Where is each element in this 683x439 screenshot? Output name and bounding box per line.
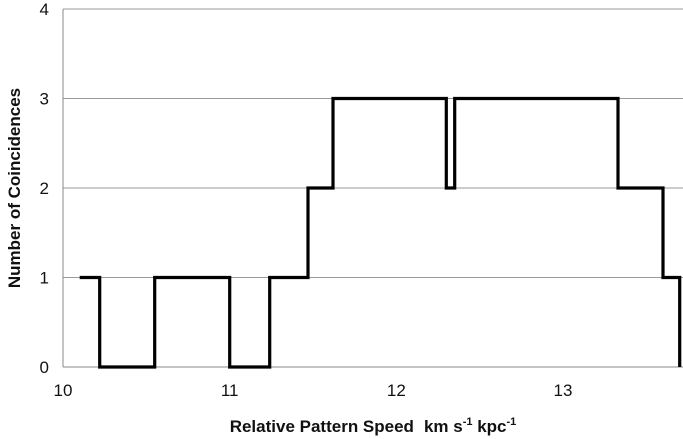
coincidence-step-line bbox=[79, 96, 682, 369]
x-axis-title-main: Relative Pattern Speed bbox=[230, 417, 414, 436]
x-axis-title: Relative Pattern Speed km s-1 kpc-1 bbox=[230, 416, 517, 436]
x-tick-label-12: 12 bbox=[387, 381, 406, 400]
x-axis-unit-1-sup: -1 bbox=[463, 416, 473, 428]
x-tick-label-11: 11 bbox=[221, 381, 239, 400]
x-axis-unit-1-base: km s bbox=[424, 417, 463, 436]
x-tick-labels: 10 11 12 13 bbox=[54, 381, 573, 400]
y-tick-label-1: 1 bbox=[40, 269, 49, 288]
y-axis-title: Number of Coincidences bbox=[5, 88, 24, 288]
y-tick-labels: 0 1 2 3 4 bbox=[40, 0, 49, 377]
y-tick-label-0: 0 bbox=[40, 358, 49, 377]
x-tick-label-10: 10 bbox=[54, 381, 73, 400]
x-tick-label-13: 13 bbox=[554, 381, 573, 400]
y-tick-label-2: 2 bbox=[40, 179, 49, 198]
y-tick-label-4: 4 bbox=[40, 0, 49, 19]
x-axis-unit-2-base: kpc bbox=[472, 417, 506, 436]
y-tick-label-3: 3 bbox=[40, 90, 49, 109]
gridlines bbox=[63, 8, 683, 278]
x-axis-unit-2-sup: -1 bbox=[507, 416, 517, 428]
